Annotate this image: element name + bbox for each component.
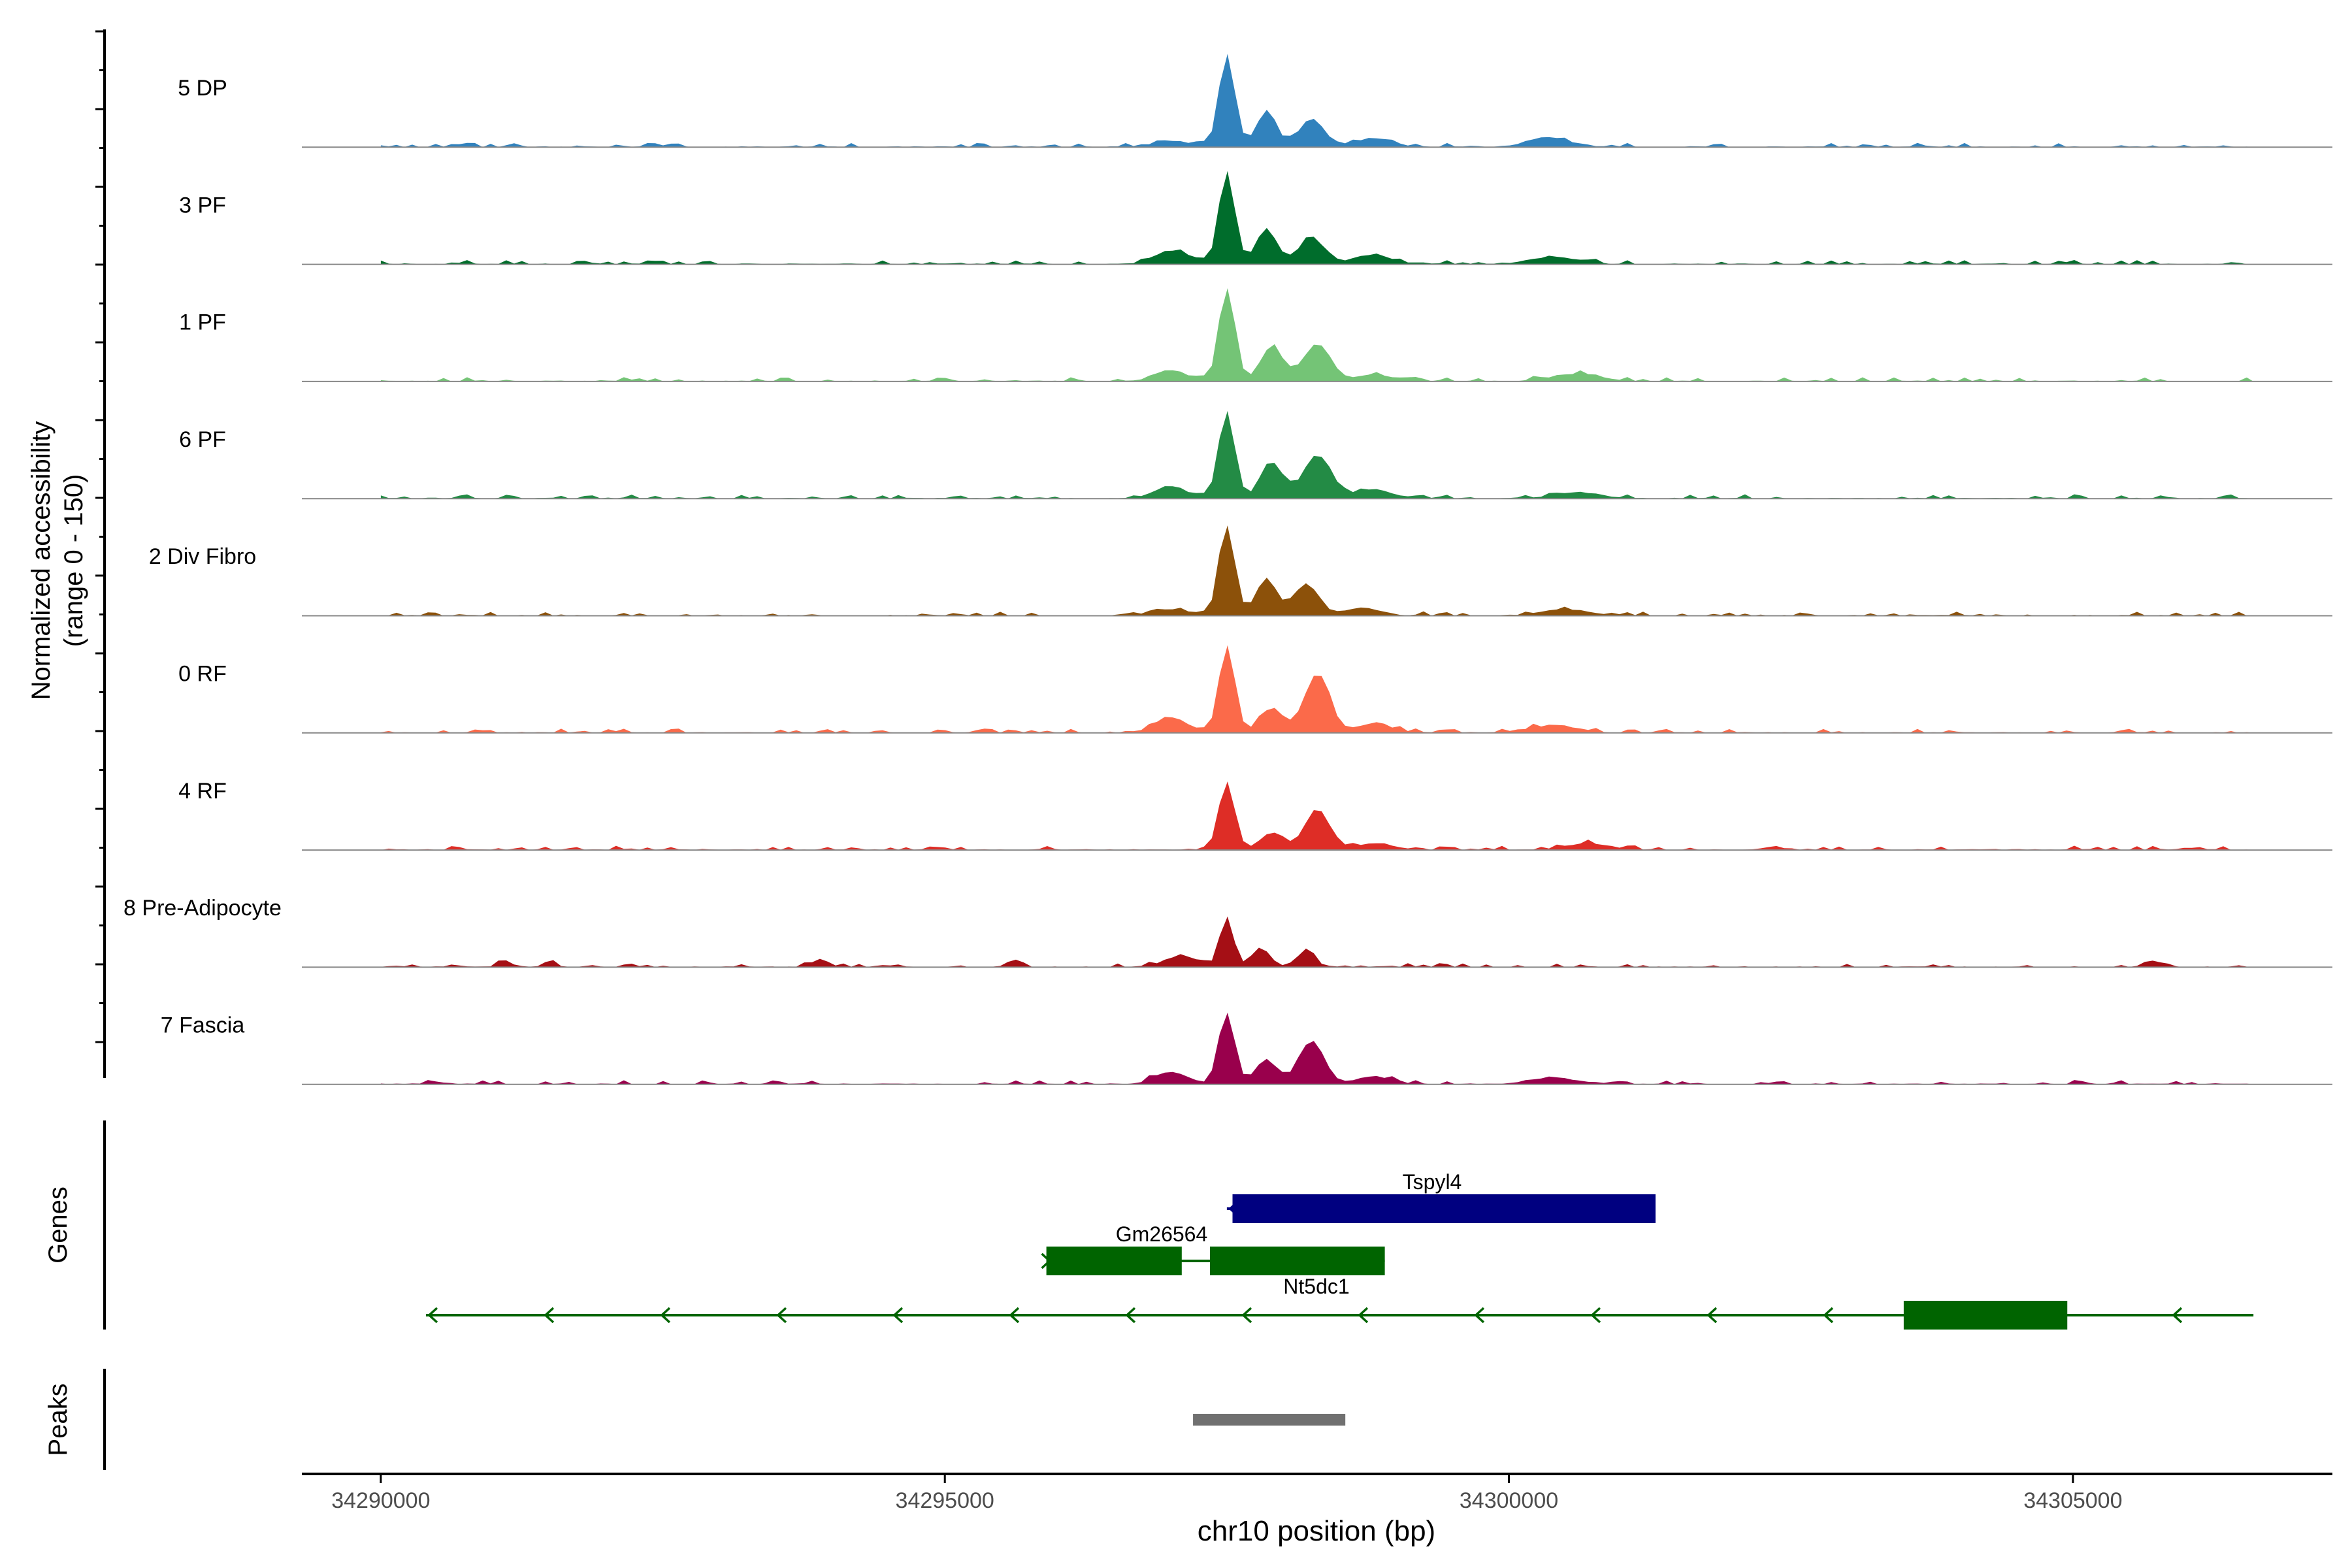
strand-arrow <box>427 1307 438 1324</box>
track-5 <box>302 645 2332 734</box>
strand-arrow <box>1241 1307 1252 1324</box>
exon <box>1209 1247 1385 1275</box>
exon <box>1232 1194 1656 1223</box>
track-area-8 <box>380 1013 2254 1085</box>
track-3 <box>302 411 2332 500</box>
track-label-6: 4 RF <box>178 779 227 804</box>
track-label-2: 1 PF <box>179 310 226 335</box>
gene-nt5dc1: Nt5dc1 <box>425 1275 2254 1330</box>
strand-arrow <box>660 1307 671 1324</box>
track-8 <box>302 1013 2332 1085</box>
track-labels: 5 DP 3 PF 1 PF 6 PF 2 Div Fibro 0 RF 4 RF 8 Pre… <box>123 76 282 1037</box>
peak-track <box>1193 1414 1346 1426</box>
track-label-0: 5 DP <box>178 76 227 101</box>
track-6 <box>302 781 2332 851</box>
x-tick-label: 34295000 <box>896 1488 994 1513</box>
track-0 <box>302 54 2332 148</box>
peaks-axis-label: Peaks <box>44 1383 73 1456</box>
track-7 <box>302 916 2332 968</box>
coverage-tracks <box>302 54 2332 1085</box>
x-tick-label: 34305000 <box>2023 1488 2122 1513</box>
strand-arrow <box>1707 1307 1718 1324</box>
track-area-5 <box>380 645 2254 733</box>
track-area-6 <box>380 781 2254 851</box>
track-area-3 <box>380 411 2254 499</box>
x-tick-label: 34290000 <box>331 1488 430 1513</box>
track-label-4: 2 Div Fibro <box>149 544 256 569</box>
exon <box>1903 1301 2068 1330</box>
genes-axis-label: Genes <box>44 1186 73 1264</box>
y-axis-label-line1: Normalized accessibility <box>27 421 56 700</box>
track-area-7 <box>380 916 2254 968</box>
gene-label-tspyl4: Tspyl4 <box>1403 1170 1462 1194</box>
gene-tspyl4: Tspyl4 <box>1226 1170 1656 1223</box>
y-axis-label-line2: (range 0 - 150) <box>59 474 88 647</box>
track-label-8: 7 Fascia <box>161 1013 245 1037</box>
exon <box>1046 1247 1182 1275</box>
strand-arrow <box>1474 1307 1485 1324</box>
strand-arrow <box>1125 1307 1136 1324</box>
strand-arrow <box>1358 1307 1369 1324</box>
coverage-axis-ticks <box>95 30 105 1043</box>
x-axis-ticks: 34290000 34295000 34300000 34305000 <box>331 1474 2123 1513</box>
track-label-5: 0 RF <box>178 662 227 687</box>
track-label-3: 6 PF <box>179 427 226 452</box>
track-1 <box>302 171 2332 265</box>
track-area-1 <box>380 171 2254 265</box>
strand-arrow <box>1590 1307 1601 1324</box>
gene-track: Tspyl4 Gm26564 Nt5dc1 <box>425 1170 2254 1330</box>
track-area-4 <box>380 525 2254 616</box>
strand-arrow <box>1009 1307 1020 1324</box>
x-tick-label: 34300000 <box>1460 1488 1558 1513</box>
strand-arrow <box>544 1307 555 1324</box>
strand-arrow <box>776 1307 787 1324</box>
track-4 <box>302 525 2332 617</box>
track-area-0 <box>380 54 2254 148</box>
peak-0 <box>1193 1414 1346 1426</box>
track-area-2 <box>380 288 2254 382</box>
gene-gm26564: Gm26564 <box>1041 1222 1385 1275</box>
strand-arrow <box>2172 1307 2183 1324</box>
track-label-1: 3 PF <box>179 193 226 218</box>
track-2 <box>302 288 2332 382</box>
strand-arrow <box>1823 1307 1834 1324</box>
x-axis-label: chr10 position (bp) <box>1198 1515 1435 1547</box>
track-label-7: 8 Pre-Adipocyte <box>123 896 282 921</box>
strand-arrow <box>892 1307 904 1324</box>
gene-label-gm26564: Gm26564 <box>1116 1222 1208 1246</box>
gene-label-nt5dc1: Nt5dc1 <box>1283 1275 1349 1298</box>
